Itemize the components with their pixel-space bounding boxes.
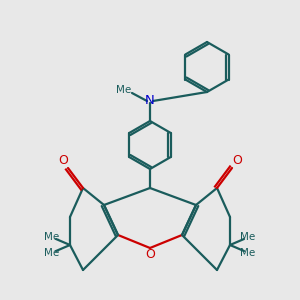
- Text: Me: Me: [44, 232, 60, 242]
- Text: Me: Me: [240, 248, 256, 258]
- Text: N: N: [145, 94, 155, 107]
- Text: O: O: [232, 154, 242, 167]
- Text: O: O: [145, 248, 155, 262]
- Text: Me: Me: [240, 232, 256, 242]
- Text: Me: Me: [116, 85, 132, 95]
- Text: Me: Me: [44, 248, 60, 258]
- Text: O: O: [58, 154, 68, 167]
